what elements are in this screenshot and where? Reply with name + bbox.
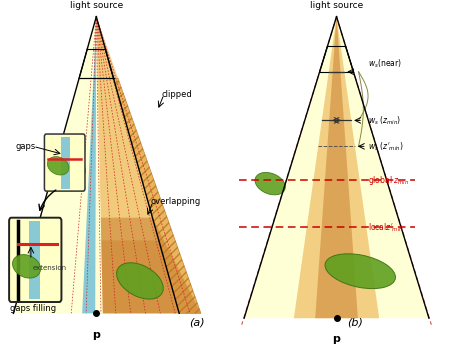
Text: gaps: gaps xyxy=(16,142,36,151)
Text: $w_s$(near): $w_s$(near) xyxy=(368,58,402,70)
Text: p: p xyxy=(92,329,100,339)
Text: p: p xyxy=(333,334,340,344)
Ellipse shape xyxy=(12,255,41,278)
Text: (b): (b) xyxy=(347,318,364,328)
Text: light source: light source xyxy=(310,1,363,10)
Polygon shape xyxy=(101,218,201,313)
Text: local$z'_{min}$: local$z'_{min}$ xyxy=(368,221,404,234)
Polygon shape xyxy=(82,17,96,313)
Polygon shape xyxy=(96,17,201,313)
Bar xyxy=(29,221,40,299)
Ellipse shape xyxy=(117,263,163,299)
Text: global $z_{min}$: global $z_{min}$ xyxy=(368,174,410,187)
Polygon shape xyxy=(113,78,201,313)
Bar xyxy=(62,137,70,188)
Ellipse shape xyxy=(47,157,69,175)
Ellipse shape xyxy=(64,159,85,179)
Polygon shape xyxy=(315,17,358,318)
Text: extension: extension xyxy=(33,265,67,270)
Polygon shape xyxy=(294,17,379,318)
Polygon shape xyxy=(244,17,429,318)
Ellipse shape xyxy=(255,172,285,195)
FancyBboxPatch shape xyxy=(45,134,85,191)
Text: clipped: clipped xyxy=(162,90,192,99)
Ellipse shape xyxy=(325,254,395,289)
Polygon shape xyxy=(101,240,177,313)
Text: (a): (a) xyxy=(189,318,204,328)
Text: $w_s$ $(z_{min})$: $w_s$ $(z_{min})$ xyxy=(368,114,401,127)
Text: overlapping: overlapping xyxy=(151,197,201,206)
Text: $w_s$ $(z'_{min})$: $w_s$ $(z'_{min})$ xyxy=(368,140,403,152)
Polygon shape xyxy=(13,17,179,313)
Text: gaps filling: gaps filling xyxy=(10,304,56,313)
Text: light source: light source xyxy=(70,1,123,10)
FancyBboxPatch shape xyxy=(9,218,62,302)
